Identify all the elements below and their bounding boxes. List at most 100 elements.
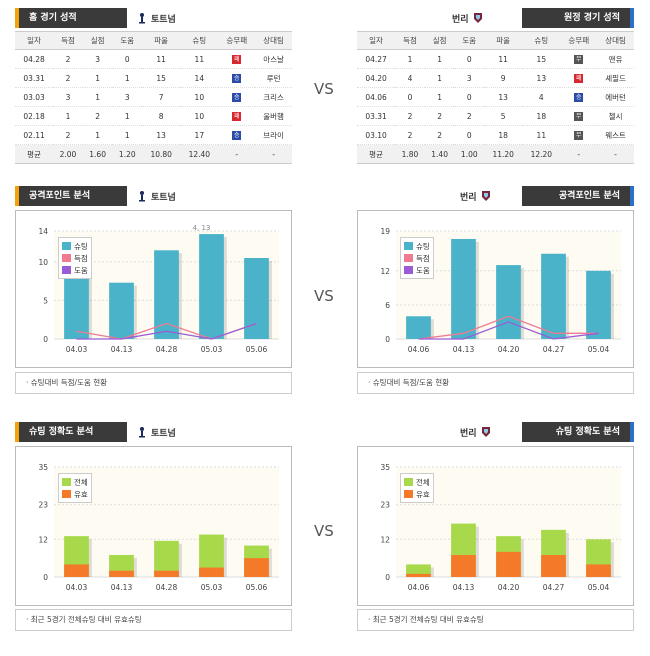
date-cell: 04.06 <box>357 87 396 107</box>
y-tick-label: 35 <box>380 463 390 472</box>
x-tick-label: 05.04 <box>588 583 610 592</box>
home-recent-header: 홈 경기 성적 토트넘 <box>15 8 176 28</box>
legend-item: 유효 <box>404 488 430 500</box>
gf-cell: 2 <box>53 49 83 69</box>
legend-item: 유효 <box>62 488 88 500</box>
line-득점 <box>418 315 599 340</box>
x-tick-label: 04.13 <box>111 345 133 354</box>
column-header: 상대팀 <box>255 31 292 50</box>
ga-cell: 2 <box>82 106 113 126</box>
date-cell: 04.27 <box>357 49 396 69</box>
bar-shadow <box>223 237 227 339</box>
chart-svg: 0 12 23 35 04.06 04.13 04.20 04.27 05.04 <box>380 463 621 592</box>
result-badge: 무 <box>574 131 584 140</box>
home-accuracy-chart: 0 12 23 35 04.03 04.13 04.28 05.03 05.06 전체 유효 <box>15 446 292 606</box>
result-cell: 패 <box>218 106 256 126</box>
table-row: 02.18 1 2 1 8 10 패 울버햄 <box>15 106 292 126</box>
bar-유효 <box>586 564 611 577</box>
bar-유효 <box>154 570 179 577</box>
result-badge: 패 <box>232 112 242 121</box>
legend-label: 슈팅 <box>416 241 430 251</box>
gf-cell: 3 <box>53 87 83 107</box>
x-tick-label: 04.20 <box>498 345 520 354</box>
vs-label: VS <box>314 287 334 305</box>
opp-cell: 울버햄 <box>255 106 292 126</box>
gf-cell: 2 <box>395 106 425 126</box>
home-attack-chart: 0 5 10 14 04.03 04.13 04.28 05.03 05.06 4, 13 슈팅 득점… <box>15 210 292 368</box>
column-header: 파울 <box>484 31 523 50</box>
ast-cell: 3 <box>112 87 143 107</box>
opp-cell: 에버턴 <box>597 87 634 107</box>
foul-cell: 13 <box>484 87 523 107</box>
x-tick-label: 04.13 <box>111 583 133 592</box>
column-header: 실점 <box>424 31 455 50</box>
ast-cell: 0 <box>454 125 485 145</box>
gf-cell: 1 <box>395 49 425 69</box>
ga-cell: 1 <box>82 68 113 88</box>
foul-cell: 15 <box>142 68 181 88</box>
chart-legend: 전체 유효 <box>58 473 92 503</box>
average-cell: 1.80 <box>395 144 425 164</box>
x-tick-label: 04.06 <box>408 345 430 354</box>
average-cell: 1.40 <box>424 144 455 164</box>
opp-cell: 브라이 <box>255 125 292 145</box>
bar-유효 <box>406 573 431 577</box>
burnley-crest-icon <box>481 191 490 201</box>
legend-swatch <box>62 242 71 250</box>
x-tick-label: 04.03 <box>66 345 88 354</box>
average-cell: 10.80 <box>142 144 181 164</box>
bar-shadow <box>610 542 614 577</box>
column-header: 승무패 <box>560 31 598 50</box>
result-badge: 승 <box>574 93 584 102</box>
foul-cell: 7 <box>142 87 181 107</box>
average-row: 평균 1.80 1.40 1.00 11.20 12.20- - <box>357 144 634 164</box>
legend-label: 도움 <box>74 265 88 275</box>
x-tick-label: 04.13 <box>453 345 475 354</box>
y-tick-label: 5 <box>43 296 48 305</box>
opp-cell: 웨스트 <box>597 125 634 145</box>
bar-shadow <box>178 253 182 339</box>
legend-label: 전체 <box>416 477 430 487</box>
legend-label: 유효 <box>416 489 430 499</box>
chart-legend: 슈팅 득점 도움 <box>58 237 92 279</box>
shot-cell: 11 <box>522 125 561 145</box>
result-cell: 무 <box>560 106 598 126</box>
opp-cell: 첼시 <box>597 106 634 126</box>
bar-shadow <box>520 268 524 339</box>
date-cell: 03.31 <box>357 106 396 126</box>
home-attack-team: 토트넘 <box>137 190 176 203</box>
y-tick-label: 0 <box>385 335 390 344</box>
x-tick-label: 04.13 <box>453 583 475 592</box>
date-cell: 03.03 <box>15 87 54 107</box>
foul-cell: 9 <box>484 68 523 88</box>
ast-cell: 3 <box>454 68 485 88</box>
table-row: 03.10 2 2 0 18 11 무 웨스트 <box>357 125 634 145</box>
legend-label: 슈팅 <box>74 241 88 251</box>
legend-swatch <box>62 490 71 498</box>
legend-swatch <box>404 478 413 486</box>
table-row: 03.31 2 1 1 15 14 승 루턴 <box>15 68 292 88</box>
home-accuracy-note: · 최근 5경기 전체슈팅 대비 유효슈팅 <box>15 609 292 631</box>
ga-cell: 2 <box>424 125 455 145</box>
away-accuracy-chart: 0 12 23 35 04.06 04.13 04.20 04.27 05.04 전체 유효 <box>357 446 634 606</box>
result-cell: 승 <box>218 87 256 107</box>
ga-cell: 1 <box>82 87 113 107</box>
legend-swatch <box>62 266 71 274</box>
y-tick-label: 0 <box>43 335 48 344</box>
table-row: 04.20 4 1 3 9 13 패 셰필드 <box>357 68 634 88</box>
home-recent-table: 일자 득점 실점 도움 파울 슈팅 승무패 상대팀 04.28 2 3 0 11 11 패 아스날 03.31… <box>15 31 292 164</box>
ga-cell: 1 <box>424 68 455 88</box>
away-attack-header: 번리 공격포인트 분석 <box>357 186 634 206</box>
date-cell: 02.18 <box>15 106 54 126</box>
bar-슈팅 <box>154 250 179 339</box>
chart-legend: 슈팅 득점 도움 <box>400 237 434 279</box>
column-header: 승무패 <box>218 31 256 50</box>
legend-swatch <box>404 242 413 250</box>
spurs-crest-icon <box>139 13 145 24</box>
shot-cell: 13 <box>522 68 561 88</box>
y-tick-label: 0 <box>385 573 390 582</box>
x-tick-label: 04.27 <box>543 345 565 354</box>
bar-shadow <box>475 241 479 339</box>
average-cell: - <box>255 144 292 164</box>
away-accuracy-header: 번리 슈팅 정확도 분석 <box>357 422 634 442</box>
